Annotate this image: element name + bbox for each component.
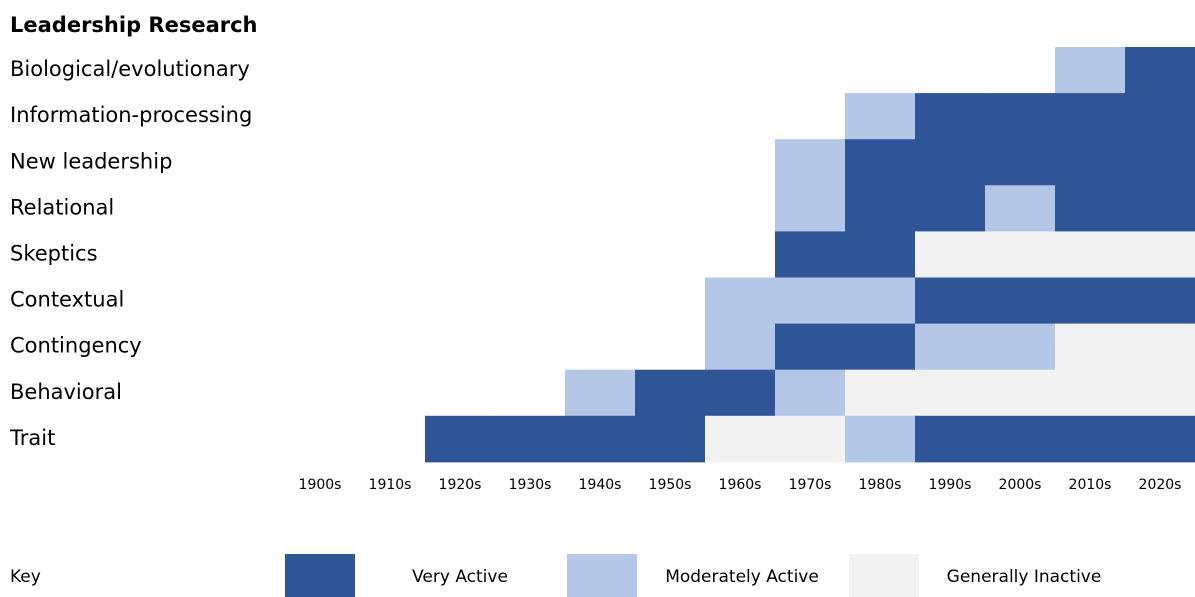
cell [915,231,986,278]
cell [775,415,846,463]
cell [1125,47,1195,94]
row-label: Skeptics [10,241,98,265]
cell [1125,185,1195,232]
cell [775,231,846,278]
x-tick-label: 1940s [579,477,622,493]
cell [1055,415,1126,463]
cell [845,369,916,417]
cell [1055,369,1126,417]
row-label: Contingency [10,334,142,358]
cell [985,231,1056,278]
x-tick-label: 1970s [789,477,832,493]
cell [1055,323,1126,371]
cell [915,185,986,232]
row-label: New leadership [10,149,172,173]
x-tick-label: 2010s [1069,477,1112,493]
cell [1125,323,1195,371]
x-tick-label: 1960s [719,477,762,493]
x-tick-label: 2000s [999,477,1042,493]
cell [1125,277,1195,325]
cell [915,369,986,417]
row-label: Information-processing [10,103,252,127]
cell [565,369,636,417]
cell [495,415,566,463]
cell [845,415,916,463]
legend-swatch [285,554,355,597]
x-tick-label: 1980s [859,477,902,493]
cell [635,369,706,417]
cell [775,369,846,417]
cell [845,93,916,140]
cell [1125,415,1195,463]
cell [915,93,986,140]
cell [985,139,1056,186]
cell [985,369,1056,417]
cell [1055,93,1126,140]
row-label: Trait [9,426,55,450]
legend-swatch [849,554,919,597]
cell [1055,277,1126,325]
cell [1055,47,1126,94]
cell [775,185,846,232]
cell [985,93,1056,140]
cell [425,415,496,463]
cell [1125,93,1195,140]
legend-swatch [567,554,637,597]
cell [915,139,986,186]
x-tick-label: 1930s [509,477,552,493]
cell [1055,139,1126,186]
row-label: Biological/evolutionary [10,57,250,81]
legend-title: Key [10,567,41,587]
cell [705,323,776,371]
cell [1125,369,1195,417]
x-tick-label: 1950s [649,477,692,493]
cell [565,415,636,463]
cell [1125,231,1195,278]
cell [705,277,776,325]
x-tick-label: 1990s [929,477,972,493]
row-label: Behavioral [10,380,122,404]
x-tick-label: 1910s [369,477,412,493]
cell [775,323,846,371]
cell [845,231,916,278]
cell [1055,231,1126,278]
cell [775,139,846,186]
cell [845,323,916,371]
cell [915,277,986,325]
cell [705,369,776,417]
x-tick-label: 1900s [299,477,342,493]
cell [1125,139,1195,186]
cell [985,277,1056,325]
row-label: Relational [10,195,114,219]
legend-label: Moderately Active [665,567,819,587]
legend-label: Very Active [412,567,508,587]
cell [985,415,1056,463]
legend-label: Generally Inactive [947,567,1102,587]
row-label: Contextual [10,288,124,312]
cell [1055,185,1126,232]
cell [985,323,1056,371]
cell [775,277,846,325]
cell [985,185,1056,232]
cell [845,139,916,186]
x-tick-label: 2020s [1139,477,1182,493]
x-tick-label: 1920s [439,477,482,493]
chart-title: Leadership Research [10,13,258,37]
cell [915,415,986,463]
cell [915,323,986,371]
cell [845,277,916,325]
cell [635,415,706,463]
cell [845,185,916,232]
cell [705,415,776,463]
